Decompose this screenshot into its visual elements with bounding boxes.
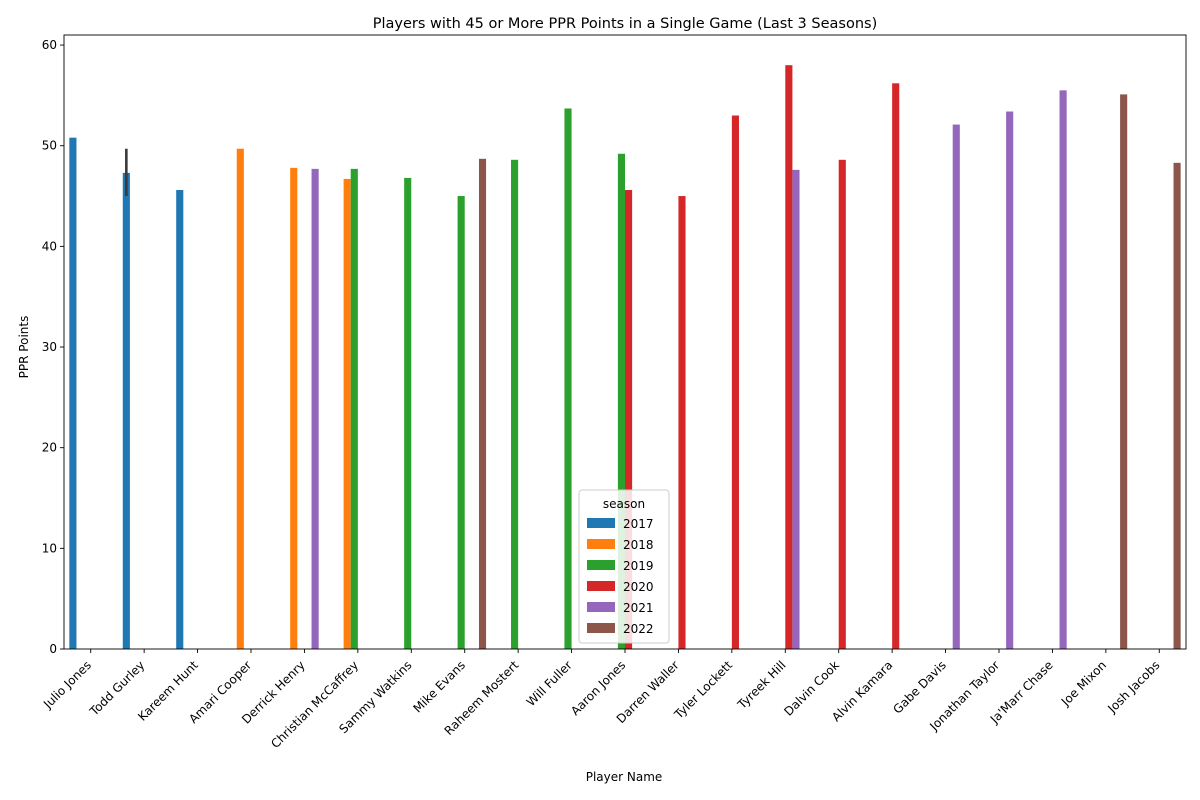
bar-2019-christian-mccaffrey <box>350 168 358 649</box>
y-tick-label: 40 <box>42 239 57 253</box>
bar-2021-tyreek-hill <box>792 169 800 649</box>
legend-label-2018: 2018 <box>623 538 654 552</box>
bar-2019-aaron-jones <box>617 153 625 649</box>
bar-2019-raheem-mostert <box>511 159 519 649</box>
legend-swatch-2017 <box>587 518 615 528</box>
bar-2017-julio-jones <box>69 137 77 650</box>
legend-label-2022: 2022 <box>623 622 654 636</box>
bar-2021-ja-marr-chase <box>1059 90 1067 650</box>
y-tick-label: 20 <box>42 441 57 455</box>
bar-2022-josh-jacobs <box>1173 162 1181 649</box>
chart-title: Players with 45 or More PPR Points in a … <box>373 16 877 32</box>
bar-2021-derrick-henry <box>311 168 319 649</box>
legend: season 2017 2018 2019 2020 2021 2022 <box>578 489 670 644</box>
bar-2019-sammy-watkins <box>404 177 412 649</box>
bar-2017-todd-gurley <box>122 172 130 649</box>
legend-swatch-2022 <box>587 623 615 633</box>
bar-2018-christian-mccaffrey <box>343 178 351 649</box>
legend-label-2017: 2017 <box>623 517 654 531</box>
bar-2018-derrick-henry <box>290 167 298 649</box>
legend-label-2019: 2019 <box>623 559 654 573</box>
bar-2020-darren-waller <box>678 196 686 650</box>
legend-swatch-2018 <box>587 539 615 549</box>
bar-2020-dalvin-cook <box>838 159 846 649</box>
bar-2020-alvin-kamara <box>892 83 900 649</box>
y-tick-label: 30 <box>42 340 57 354</box>
bar-2017-kareem-hunt <box>176 190 184 649</box>
y-tick-label: 50 <box>42 139 57 153</box>
bar-2021-gabe-davis <box>952 124 960 649</box>
legend-swatch-2021 <box>587 602 615 612</box>
bar-2019-mike-evans <box>457 196 465 650</box>
legend-label-2020: 2020 <box>623 580 654 594</box>
bar-2020-tyreek-hill <box>785 65 793 649</box>
y-axis-label: PPR Points <box>17 316 31 379</box>
y-tick-label: 60 <box>42 38 57 52</box>
legend-swatch-2020 <box>587 581 615 591</box>
bar-2020-aaron-jones <box>625 190 633 649</box>
y-tick-label: 10 <box>42 541 57 555</box>
bar-2022-mike-evans <box>478 158 487 649</box>
legend-swatch-2019 <box>587 560 615 570</box>
bar-2022-joe-mixon <box>1120 94 1128 649</box>
bar-2021-jonathan-taylor <box>1006 111 1014 649</box>
bar-2019-will-fuller <box>564 108 572 650</box>
y-tick-label: 0 <box>49 642 57 656</box>
bar-2020-tyler-lockett <box>731 115 739 649</box>
legend-label-2021: 2021 <box>623 601 654 615</box>
bar-2018-amari-cooper <box>236 148 244 650</box>
x-axis-label: Player Name <box>586 770 663 784</box>
legend-title: season <box>603 497 645 511</box>
